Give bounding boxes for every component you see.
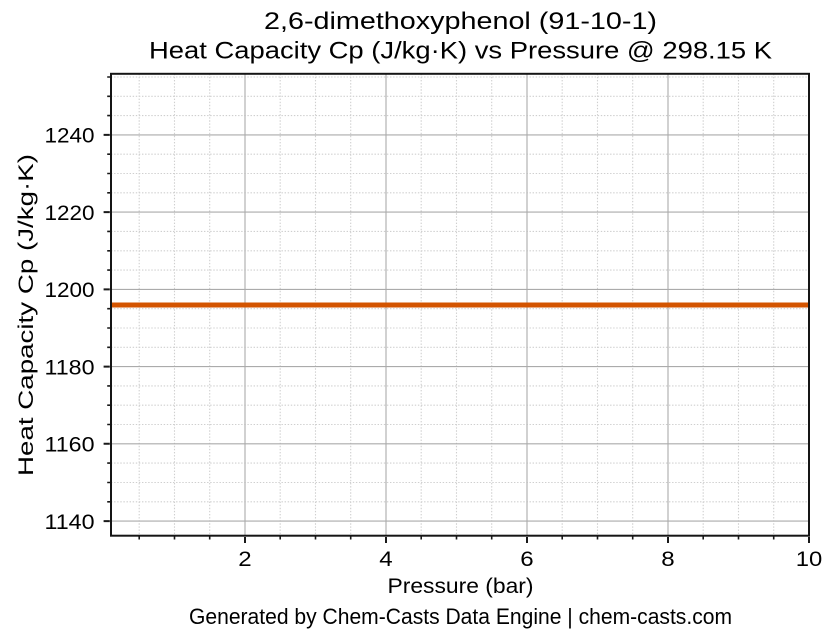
svg-text:Heat Capacity Cp (J/kg·K): Heat Capacity Cp (J/kg·K) [13, 154, 38, 476]
svg-text:2,6-dimethoxyphenol (91-10-1): 2,6-dimethoxyphenol (91-10-1) [264, 8, 657, 35]
svg-text:6: 6 [520, 547, 533, 571]
svg-text:Generated by Chem-Casts Data E: Generated by Chem-Casts Data Engine | ch… [189, 604, 732, 629]
svg-text:Heat Capacity Cp (J/kg·K) vs P: Heat Capacity Cp (J/kg·K) vs Pressure @ … [149, 38, 772, 65]
svg-text:10: 10 [796, 547, 823, 571]
svg-text:1240: 1240 [45, 124, 95, 148]
svg-text:1160: 1160 [45, 433, 95, 457]
svg-text:1220: 1220 [45, 201, 95, 225]
svg-text:Pressure (bar): Pressure (bar) [388, 573, 534, 598]
svg-text:1200: 1200 [45, 278, 95, 302]
svg-text:1180: 1180 [45, 355, 95, 379]
svg-text:8: 8 [661, 547, 674, 571]
svg-text:4: 4 [379, 547, 393, 571]
svg-text:1140: 1140 [45, 510, 95, 534]
svg-text:2: 2 [238, 547, 251, 571]
